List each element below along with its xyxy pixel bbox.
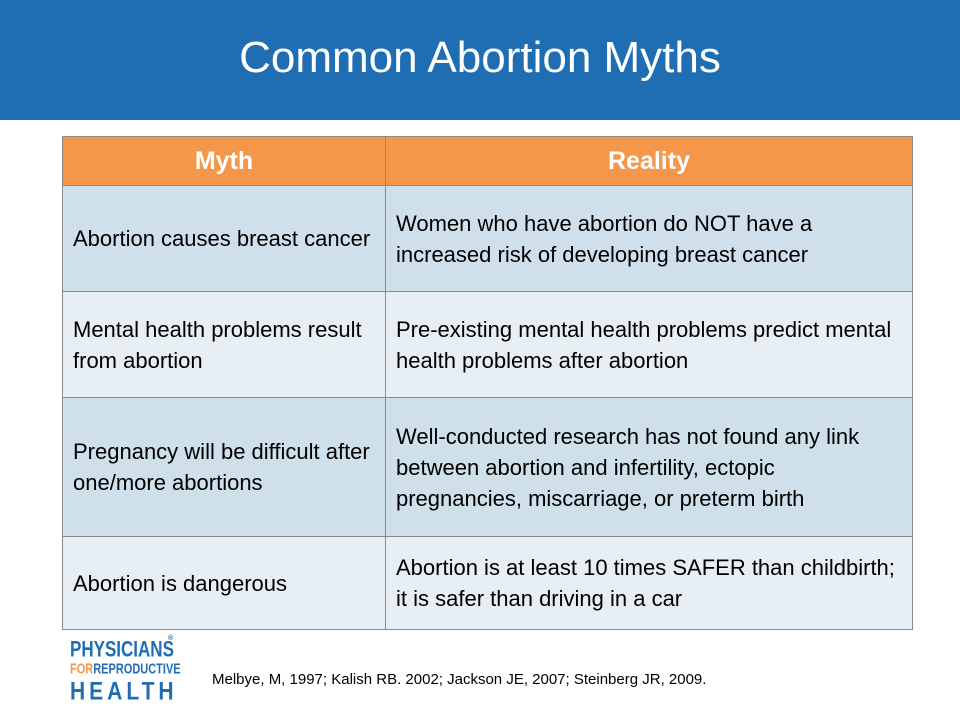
reality-cell: Abortion is at least 10 times SAFER than… <box>385 536 913 630</box>
reality-column-header: Reality <box>385 136 913 186</box>
myth-cell: Abortion causes breast cancer <box>62 185 386 292</box>
myth-column-header: Myth <box>62 136 386 186</box>
table-row: Mental health problems result from abort… <box>62 291 913 398</box>
reality-cell: Pre-existing mental health problems pred… <box>385 291 913 398</box>
logo-line-3: HEALTH <box>70 678 178 706</box>
myth-cell: Pregnancy will be difficult after one/mo… <box>62 397 386 537</box>
physicians-for-reproductive-health-logo: PHYSICIANS ® FORREPRODUCTIVE HEALTH <box>70 635 181 707</box>
logo-for: FOR <box>70 662 94 678</box>
table-header-row: Myth Reality <box>62 136 913 186</box>
citation-text: Melbye, M, 1997; Kalish RB. 2002; Jackso… <box>212 671 707 688</box>
logo-reproductive: REPRODUCTIVE <box>93 662 181 678</box>
table-row: Pregnancy will be difficult after one/mo… <box>62 397 913 537</box>
myth-cell: Mental health problems result from abort… <box>62 291 386 398</box>
table-row: Abortion causes breast cancer Women who … <box>62 185 913 292</box>
registered-mark: ® <box>168 635 174 642</box>
reality-cell: Well-conducted research has not found an… <box>385 397 913 537</box>
logo-line-2: FORREPRODUCTIVE <box>70 662 181 678</box>
myth-cell: Abortion is dangerous <box>62 536 386 630</box>
slide-title: Common Abortion Myths <box>239 33 721 82</box>
reality-cell: Women who have abortion do NOT have a in… <box>385 185 913 292</box>
title-banner: Common Abortion Myths <box>0 0 960 120</box>
logo-line-1: PHYSICIANS <box>70 637 174 662</box>
myths-table: Myth Reality Abortion causes breast canc… <box>62 136 913 630</box>
table-row: Abortion is dangerous Abortion is at lea… <box>62 536 913 630</box>
